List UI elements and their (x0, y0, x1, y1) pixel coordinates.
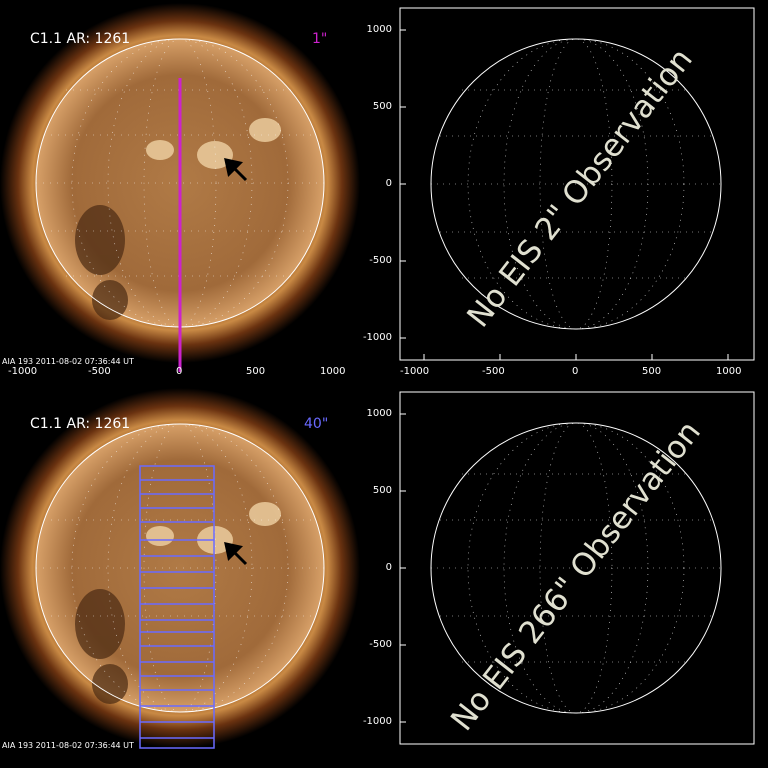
tick-label: 500 (246, 366, 266, 377)
bottom-right-panel: 1000 500 0 -500 -1000 No EIS 266" Observ… (360, 384, 768, 768)
active-region (146, 118, 281, 169)
tick-label: 0 (176, 366, 183, 377)
eis-raster-boxes (139, 465, 215, 749)
dark-coronal-hole (75, 205, 128, 320)
empty-disk-plot (399, 7, 755, 361)
tick-label: -1000 (8, 366, 38, 377)
top-left-x-axis: -1000 -500 0 500 1000 (0, 366, 360, 380)
arrow-icon (224, 542, 248, 566)
empty-disk-plot (399, 391, 755, 745)
tick-label: 1000 (320, 366, 346, 377)
solar-image-bottom (0, 384, 360, 768)
arrow-icon (224, 158, 248, 182)
top-left-panel: C1.1 AR: 1261 1" AIA 193 2011-08-02 07:3… (0, 0, 360, 380)
tick-label: -500 (88, 366, 111, 377)
top-right-panel: 1000 500 0 -500 -1000 -1000 -500 0 500 1… (360, 0, 768, 384)
bottom-left-panel: C1.1 AR: 1261 40" AIA 193 2011-08-02 07:… (0, 384, 360, 768)
solar-image-top (0, 0, 360, 380)
